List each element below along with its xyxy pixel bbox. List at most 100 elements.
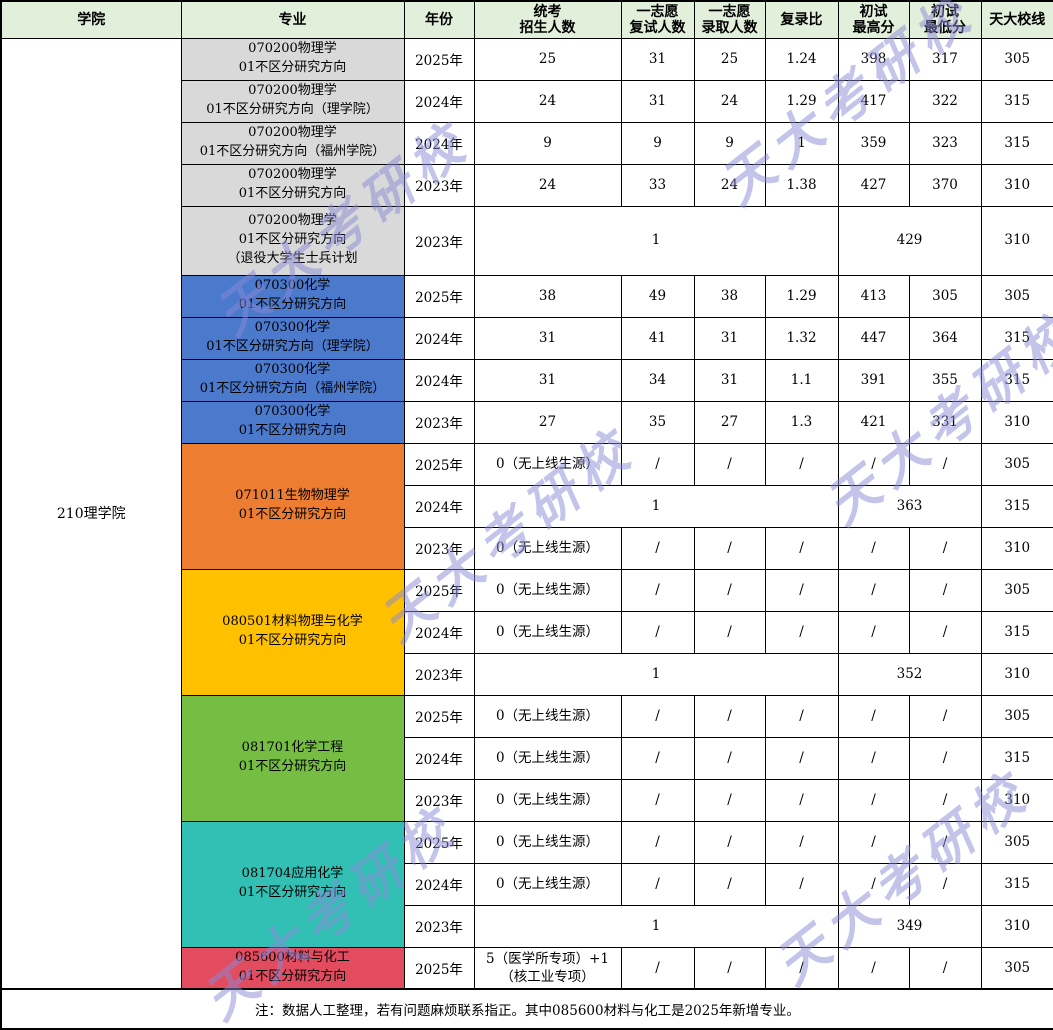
major-cell: 070200物理学 01不区分研究方向 <box>180 163 405 207</box>
stat-cell: 1 <box>473 484 839 528</box>
stat-cell: / <box>908 820 982 864</box>
major-cell: 070200物理学 01不区分研究方向 <box>180 37 405 81</box>
table-row: 2023年 0（无上线生源） / / / //310 <box>1 526 1053 570</box>
major-cell: 085600材料与化工 01不区分研究方向 <box>180 946 405 990</box>
stat-cell: / <box>837 820 910 864</box>
year-cell: 2024年 <box>403 79 475 123</box>
year-cell: 2024年 <box>403 358 475 402</box>
stat-cell: 310 <box>980 400 1053 444</box>
stat-cell: 421 <box>837 400 910 444</box>
stat-cell: 0（无上线生源） <box>473 610 622 654</box>
table-row: 081701化学工程 01不区分研究方向 2025年 0（无上线生源） / / / //30… <box>1 694 1053 822</box>
major-cell: 081704应用化学 01不区分研究方向 <box>180 820 405 948</box>
col-header-max-score: 初试 最高分 <box>837 0 910 39</box>
col-header-major: 专业 <box>180 0 405 39</box>
stat-cell: 310 <box>980 526 1053 570</box>
stat-cell: / <box>693 526 766 570</box>
stat-cell: / <box>693 442 766 486</box>
stat-cell: / <box>764 568 839 612</box>
stat-cell: / <box>764 736 839 780</box>
note-row: 注：数据人工整理，若有问题麻烦联系指正。其中085600材料与化工是2025年新… <box>0 988 1053 1030</box>
stat-cell: 305 <box>980 442 1053 486</box>
stat-cell: / <box>693 820 766 864</box>
stat-cell: / <box>837 736 910 780</box>
stat-cell: / <box>837 526 910 570</box>
col-header-enrollment: 统考 招生人数 <box>473 0 622 39</box>
stat-cell: 305 <box>980 820 1053 864</box>
stat-cell: 305 <box>980 694 1053 738</box>
header-row: 学院 专业 年份 统考 招生人数 一志愿 复试人数 一志愿 录取人数 复录比 初… <box>0 0 1053 39</box>
stat-cell: 322 <box>908 79 982 123</box>
col-header-year: 年份 <box>403 0 475 39</box>
year-cell: 2025年 <box>403 946 475 990</box>
stat-cell: 429 <box>837 205 982 276</box>
stat-cell: 315 <box>980 79 1053 123</box>
stat-cell: / <box>764 778 839 822</box>
stat-cell: / <box>620 862 695 906</box>
major-cell: 070300化学 01不区分研究方向 <box>180 400 405 444</box>
stat-cell: 370 <box>908 163 982 207</box>
stat-cell: / <box>620 568 695 612</box>
stat-cell: / <box>620 946 695 990</box>
table-row: 070200物理学 01不区分研究方向（理学院） 2024年 24 31 24 1.29 4… <box>1 79 1053 123</box>
stat-cell: 305 <box>980 274 1053 318</box>
stat-cell: / <box>908 736 982 780</box>
major-cell: 070300化学 01不区分研究方向（理学院） <box>180 316 405 360</box>
col-header-admitted-count: 一志愿 录取人数 <box>693 0 766 39</box>
stat-cell: / <box>620 820 695 864</box>
stat-cell: 33 <box>620 163 695 207</box>
stat-cell: / <box>764 946 839 990</box>
stat-cell: 31 <box>473 316 622 360</box>
year-cell: 2024年 <box>403 121 475 165</box>
table-row: 085600材料与化工 01不区分研究方向 2025年 5（医学所专项）+1 （核工… <box>1 946 1053 990</box>
stat-cell: 315 <box>980 121 1053 165</box>
year-cell: 2025年 <box>403 568 475 612</box>
table-row: 070200物理学 01不区分研究方向 2023年 24 33 24 1.38 427 370… <box>1 163 1053 207</box>
stat-cell: 31 <box>620 37 695 81</box>
year-cell: 2023年 <box>403 163 475 207</box>
col-header-college: 学院 <box>0 0 182 39</box>
table-row: 2024年 0（无上线生源） / / / //315 <box>1 610 1053 654</box>
stat-cell: / <box>620 610 695 654</box>
stat-cell: 31 <box>693 316 766 360</box>
stat-cell: 349 <box>837 904 982 948</box>
stat-cell: 27 <box>693 400 766 444</box>
stat-cell: 331 <box>908 400 982 444</box>
stat-cell: / <box>837 778 910 822</box>
major-cell: 070200物理学 01不区分研究方向（福州学院） <box>180 121 405 165</box>
major-cell: 070200物理学 01不区分研究方向（理学院） <box>180 79 405 123</box>
stat-cell: / <box>764 442 839 486</box>
stat-cell: 0（无上线生源） <box>473 526 622 570</box>
stat-cell: / <box>837 694 910 738</box>
stat-cell: / <box>908 526 982 570</box>
stat-cell: 317 <box>908 37 982 81</box>
stat-cell: 31 <box>473 358 622 402</box>
stat-cell: 363 <box>837 484 982 528</box>
stat-cell: / <box>764 862 839 906</box>
stat-cell: 5（医学所专项）+1 （核工业专项） <box>473 946 622 990</box>
stat-cell: 305 <box>980 946 1053 990</box>
year-cell: 2025年 <box>403 442 475 486</box>
stat-cell: 305 <box>908 274 982 318</box>
stat-cell: 1.29 <box>764 274 839 318</box>
stat-cell: 447 <box>837 316 910 360</box>
stat-cell: / <box>764 694 839 738</box>
stat-cell: / <box>908 778 982 822</box>
stat-cell: 0（无上线生源） <box>473 862 622 906</box>
stat-cell: 315 <box>980 610 1053 654</box>
year-cell: 2023年 <box>403 400 475 444</box>
stat-cell: 1 <box>473 904 839 948</box>
year-cell: 2024年 <box>403 736 475 780</box>
stat-cell: 0（无上线生源） <box>473 694 622 738</box>
stat-cell: 315 <box>980 316 1053 360</box>
stat-cell: / <box>764 820 839 864</box>
stat-cell: 315 <box>980 862 1053 906</box>
stat-cell: 315 <box>980 736 1053 780</box>
stat-cell: 49 <box>620 274 695 318</box>
stat-cell: 24 <box>473 79 622 123</box>
stat-cell: 427 <box>837 163 910 207</box>
year-cell: 2025年 <box>403 694 475 738</box>
stat-cell: 35 <box>620 400 695 444</box>
stat-cell: / <box>908 694 982 738</box>
stat-cell: 34 <box>620 358 695 402</box>
